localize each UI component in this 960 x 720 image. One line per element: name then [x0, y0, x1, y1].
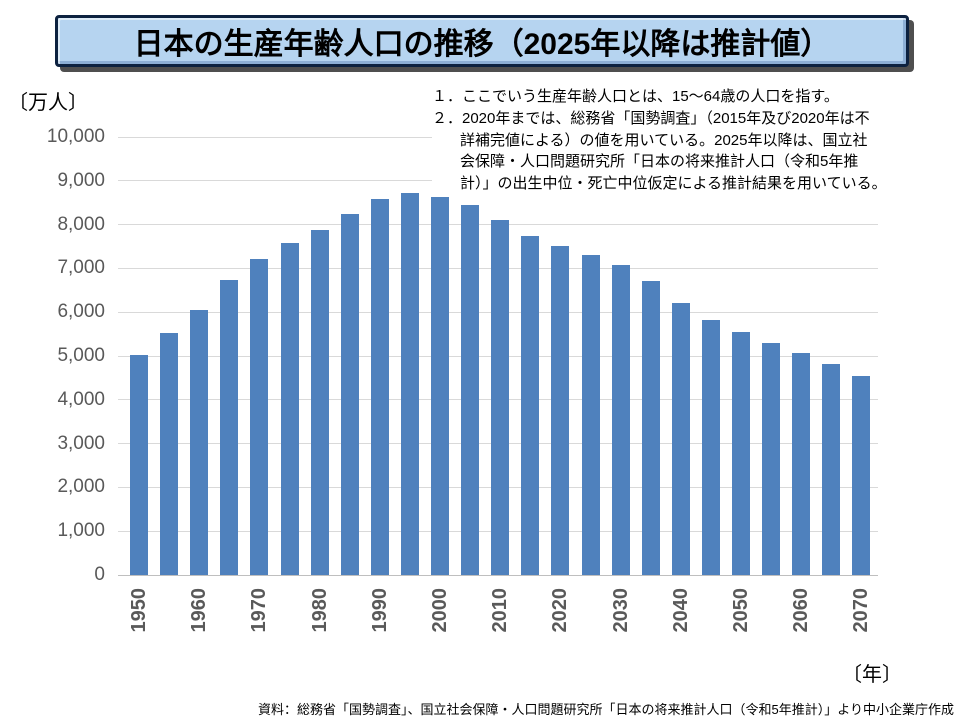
y-tick-label: 7,000	[57, 257, 105, 279]
y-tick-label: 8,000	[57, 213, 105, 235]
x-tick-label: 2060	[790, 588, 813, 633]
bar-2005	[461, 205, 480, 575]
title-banner: 日本の生産年齢人口の推移（2025年以降は推計値）	[55, 15, 909, 67]
bar-1950	[130, 355, 148, 575]
y-tick-label: 10,000	[46, 126, 105, 147]
bar-1990	[370, 199, 389, 575]
bar-2060	[792, 353, 811, 575]
bar-2030	[611, 265, 630, 575]
bar-1985	[340, 214, 359, 575]
footnote-line: １．ここでいう生産年齢人口とは、15～64歳の人口を指す。	[432, 88, 839, 105]
x-tick-label: 1960	[188, 588, 211, 633]
footnotes: １．ここでいう生産年齢人口とは、15～64歳の人口を指す。 ２．2020年までは…	[432, 86, 957, 195]
y-axis-unit-label: 〔万人〕	[8, 92, 88, 114]
bar-1960	[190, 310, 209, 575]
bar-2020	[551, 246, 570, 575]
bar-2025	[581, 255, 600, 575]
x-axis-unit-label: 〔年〕	[842, 664, 902, 686]
bar-1995	[400, 193, 419, 575]
bar-2065	[822, 364, 841, 575]
bar-1980	[310, 230, 329, 575]
x-tick-label: 2030	[609, 588, 632, 633]
x-tick-label: 1950	[128, 588, 150, 633]
bar-2055	[762, 343, 781, 575]
x-tick-label: 2040	[669, 588, 692, 633]
y-tick-label: 2,000	[57, 476, 105, 498]
x-tick-label: 2070	[850, 588, 873, 633]
x-tick-label: 2000	[429, 588, 451, 633]
bar-2015	[521, 236, 540, 575]
bar-2035	[641, 281, 660, 575]
footnote-line: 詳補完値による）の値を用いている。2025年以降は、国立社	[460, 131, 868, 149]
page-title: 日本の生産年齢人口の推移（2025年以降は推計値）	[133, 28, 831, 61]
bar-2070	[852, 376, 871, 575]
y-tick-label: 5,000	[57, 345, 105, 366]
x-tick-label: 1990	[368, 588, 391, 633]
footnote-line: 計）」の出生中位・死亡中位仮定による推計結果を用いている。	[460, 175, 887, 193]
x-tick-label: 2020	[549, 588, 572, 633]
bar-2045	[701, 320, 720, 575]
bar-1965	[220, 280, 239, 575]
y-tick-label: 6,000	[57, 301, 105, 323]
x-tick-label: 2010	[489, 588, 512, 633]
y-tick-label: 3,000	[57, 432, 105, 454]
bar-2010	[491, 220, 510, 575]
footnote-line: ２．2020年までは、総務省「国勢調査」（2015年及び2020年は不	[432, 109, 870, 127]
y-tick-label: 1,000	[57, 520, 105, 542]
y-tick-label: 9,000	[57, 169, 105, 191]
bar-2040	[671, 303, 690, 575]
x-tick-label: 2050	[730, 588, 752, 633]
bar-1955	[160, 333, 179, 575]
x-tick-label: 1970	[248, 588, 271, 633]
bar-1975	[280, 243, 299, 575]
x-axis-line	[118, 574, 878, 576]
x-tick-label: 1980	[308, 588, 331, 633]
footnote-line: 会保障・人口問題研究所「日本の将来推計人口（令和5年推	[460, 153, 859, 171]
bar-2000	[431, 197, 449, 575]
source-credit: 資料：総務省「国勢調査」、国立社会保障・人口問題研究所「日本の将来推計人口（令和…	[258, 702, 954, 717]
bar-1970	[250, 259, 269, 575]
bar-2050	[732, 332, 750, 575]
y-tick-label: 0	[94, 564, 105, 585]
y-tick-label: 4,000	[57, 388, 105, 410]
